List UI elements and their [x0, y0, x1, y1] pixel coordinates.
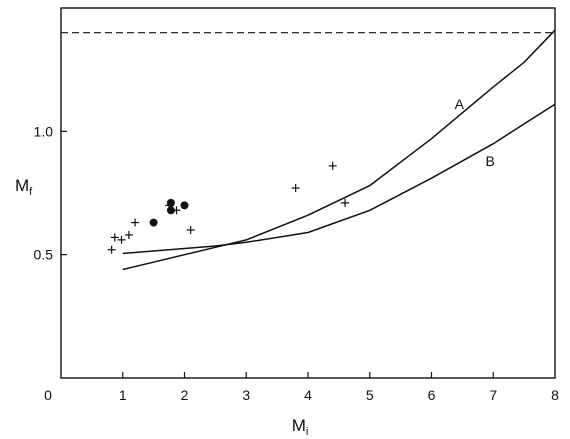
tick-layer [61, 130, 494, 378]
cross-point [186, 226, 195, 234]
point-layer [107, 161, 350, 254]
y-axis-title: Mf [15, 176, 33, 198]
y-axis-title-sub: f [29, 186, 33, 198]
curve-a [122, 29, 556, 271]
curve-layer [122, 29, 556, 271]
x-tick-label: 3 [242, 387, 250, 403]
curve-label-b: B [485, 153, 494, 169]
cross-point [107, 245, 116, 254]
x-tick-label: 2 [181, 387, 189, 403]
filled-circle-point [166, 198, 175, 207]
filled-circle-point [180, 201, 189, 210]
x-axis-title-sub: i [306, 426, 308, 438]
y-tick-label: 1.0 [34, 123, 54, 139]
plot-frame [60, 7, 556, 379]
x-axis-title-main: M [292, 416, 306, 435]
y-tick-label: 0.5 [34, 247, 54, 263]
cross-point [341, 198, 350, 207]
x-tick-label: 5 [366, 387, 374, 403]
filled-circle-point [166, 206, 175, 215]
x-axis-title: Mi [292, 416, 309, 438]
y-axis-title-main: M [15, 176, 29, 195]
x-tick-label: 6 [428, 387, 436, 403]
cross-point [291, 184, 300, 193]
filled-circle-point [149, 218, 158, 227]
cross-point [110, 233, 119, 242]
cross-point [131, 218, 140, 227]
curve-b [122, 103, 556, 255]
curve-label-a: A [455, 96, 465, 112]
x-tick-label: 1 [119, 387, 127, 403]
x-tick-label: 4 [304, 387, 312, 403]
x-tick-label: 8 [551, 387, 559, 403]
x-tick-label: 7 [489, 387, 497, 403]
cross-point [328, 161, 337, 170]
cross-point [117, 235, 126, 244]
x-tick-label: 0 [44, 387, 52, 403]
cross-point [124, 230, 133, 239]
label-layer: 0 1 2 3 4 5 6 7 8 0.5 1.0 A B [34, 96, 560, 403]
